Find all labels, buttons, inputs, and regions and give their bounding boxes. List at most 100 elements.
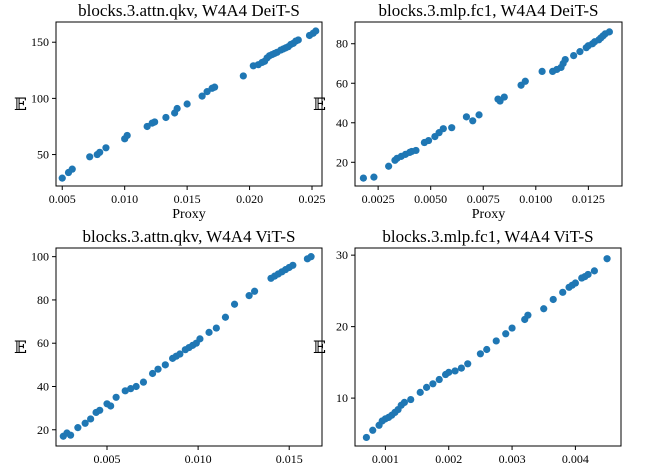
data-point — [132, 382, 140, 391]
data-point — [416, 388, 424, 396]
data-point — [68, 165, 76, 173]
x-tick-label: 0.020 — [236, 192, 263, 206]
data-point — [212, 324, 220, 332]
data-point — [362, 433, 370, 442]
data-point — [603, 255, 611, 263]
data-point — [121, 387, 129, 395]
data-point — [521, 77, 529, 85]
y-tick-label: 100 — [31, 250, 49, 264]
data-point — [196, 335, 204, 343]
data-point — [422, 383, 431, 391]
data-point — [139, 378, 148, 386]
y-axis-label: 𝔼 — [313, 95, 326, 115]
data-point — [508, 324, 516, 332]
chart-title: blocks.3.attn.qkv, W4A4 DeiT-S — [78, 1, 300, 20]
x-tick-label: 0.0100 — [519, 192, 552, 206]
subplot-2: blocks.3.mlp.fc1, W4A4 DeiT-S 0.0025 0.005… — [313, 1, 623, 222]
data-point — [81, 419, 89, 427]
y-tick-label: 150 — [31, 35, 49, 49]
data-point — [154, 365, 162, 373]
y-tick-label: 80 — [37, 293, 49, 307]
data-point — [148, 369, 157, 378]
subplot-3: blocks.3.attn.qkv, W4A4 ViT-S 0.005 0.010 0… — [14, 227, 323, 463]
plot-frame — [354, 247, 622, 447]
x-tick-label: 0.001 — [372, 452, 399, 463]
data-point — [123, 131, 131, 140]
data-point — [221, 313, 230, 321]
subplot-1: blocks.3.attn.qkv, W4A4 DeiT-S 0.005 0.010… — [14, 1, 326, 222]
data-point — [500, 93, 508, 101]
x-tick-label: 0.0025 — [362, 192, 395, 206]
y-tick-label: 50 — [37, 148, 49, 162]
data-point — [561, 55, 569, 64]
data-point — [451, 367, 459, 375]
chart-title: blocks.3.attn.qkv, W4A4 ViT-S — [83, 227, 296, 246]
data-point — [176, 350, 184, 358]
x-axis-label: Proxy — [472, 207, 505, 222]
data-point — [230, 300, 239, 308]
subplot-4: blocks.3.mlp.fc1, W4A4 ViT-S 0.001 0.002 0.… — [313, 227, 622, 463]
data-point — [570, 51, 578, 60]
data-point — [102, 144, 110, 152]
y-tick-label: 20 — [336, 320, 348, 334]
x-tick-label: 0.010 — [185, 452, 212, 463]
data-point — [96, 406, 104, 414]
plot-frame — [354, 21, 623, 187]
data-point — [205, 328, 213, 336]
data-point — [250, 287, 259, 295]
data-point — [469, 117, 477, 125]
data-point — [87, 415, 95, 423]
y-tick-label: 20 — [37, 423, 49, 437]
data-point — [198, 92, 206, 100]
data-point — [385, 162, 393, 170]
data-point — [173, 104, 181, 113]
x-tick-label: 0.005 — [94, 452, 121, 463]
data-point — [407, 395, 415, 404]
data-point — [492, 337, 500, 345]
data-point — [448, 124, 456, 132]
data-point — [476, 350, 484, 358]
x-tick-label: 0.010 — [111, 192, 138, 206]
data-point — [74, 424, 82, 432]
data-point — [151, 118, 159, 126]
data-point — [412, 146, 420, 155]
data-point — [445, 368, 453, 376]
data-point — [584, 270, 592, 279]
data-point — [400, 398, 408, 406]
x-tick-label: 0.002 — [435, 452, 462, 463]
data-point — [289, 261, 297, 269]
y-tick-label: 10 — [336, 391, 348, 405]
data-point — [435, 375, 443, 384]
chart-title: blocks.3.mlp.fc1, W4A4 ViT-S — [382, 227, 593, 246]
y-axis-label: 𝔼 — [313, 338, 326, 358]
data-point — [183, 100, 191, 108]
scatter-points — [362, 255, 611, 442]
data-point — [464, 360, 472, 368]
data-point — [475, 111, 483, 119]
data-point — [571, 279, 580, 287]
data-point — [576, 48, 584, 56]
y-tick-label: 100 — [31, 91, 49, 105]
data-point — [538, 67, 546, 75]
data-point — [483, 345, 491, 354]
data-point — [359, 174, 368, 182]
data-point — [549, 295, 557, 304]
x-tick-label: 0.0075 — [467, 192, 500, 206]
x-tick-label: 0.005 — [49, 192, 76, 206]
data-point — [162, 113, 170, 122]
data-point — [457, 364, 465, 372]
data-point — [66, 431, 75, 439]
x-tick-label: 0.015 — [276, 452, 303, 463]
data-point — [112, 393, 120, 401]
data-point — [107, 402, 115, 410]
data-point — [161, 361, 169, 369]
y-axis-label: 𝔼 — [14, 338, 27, 358]
scatter-points — [58, 27, 320, 182]
data-point — [312, 27, 320, 35]
data-point — [307, 253, 315, 261]
x-tick-label: 0.004 — [562, 452, 589, 463]
y-tick-label: 60 — [37, 336, 49, 350]
y-tick-label: 40 — [37, 379, 49, 393]
y-axis-label: 𝔼 — [14, 95, 27, 115]
